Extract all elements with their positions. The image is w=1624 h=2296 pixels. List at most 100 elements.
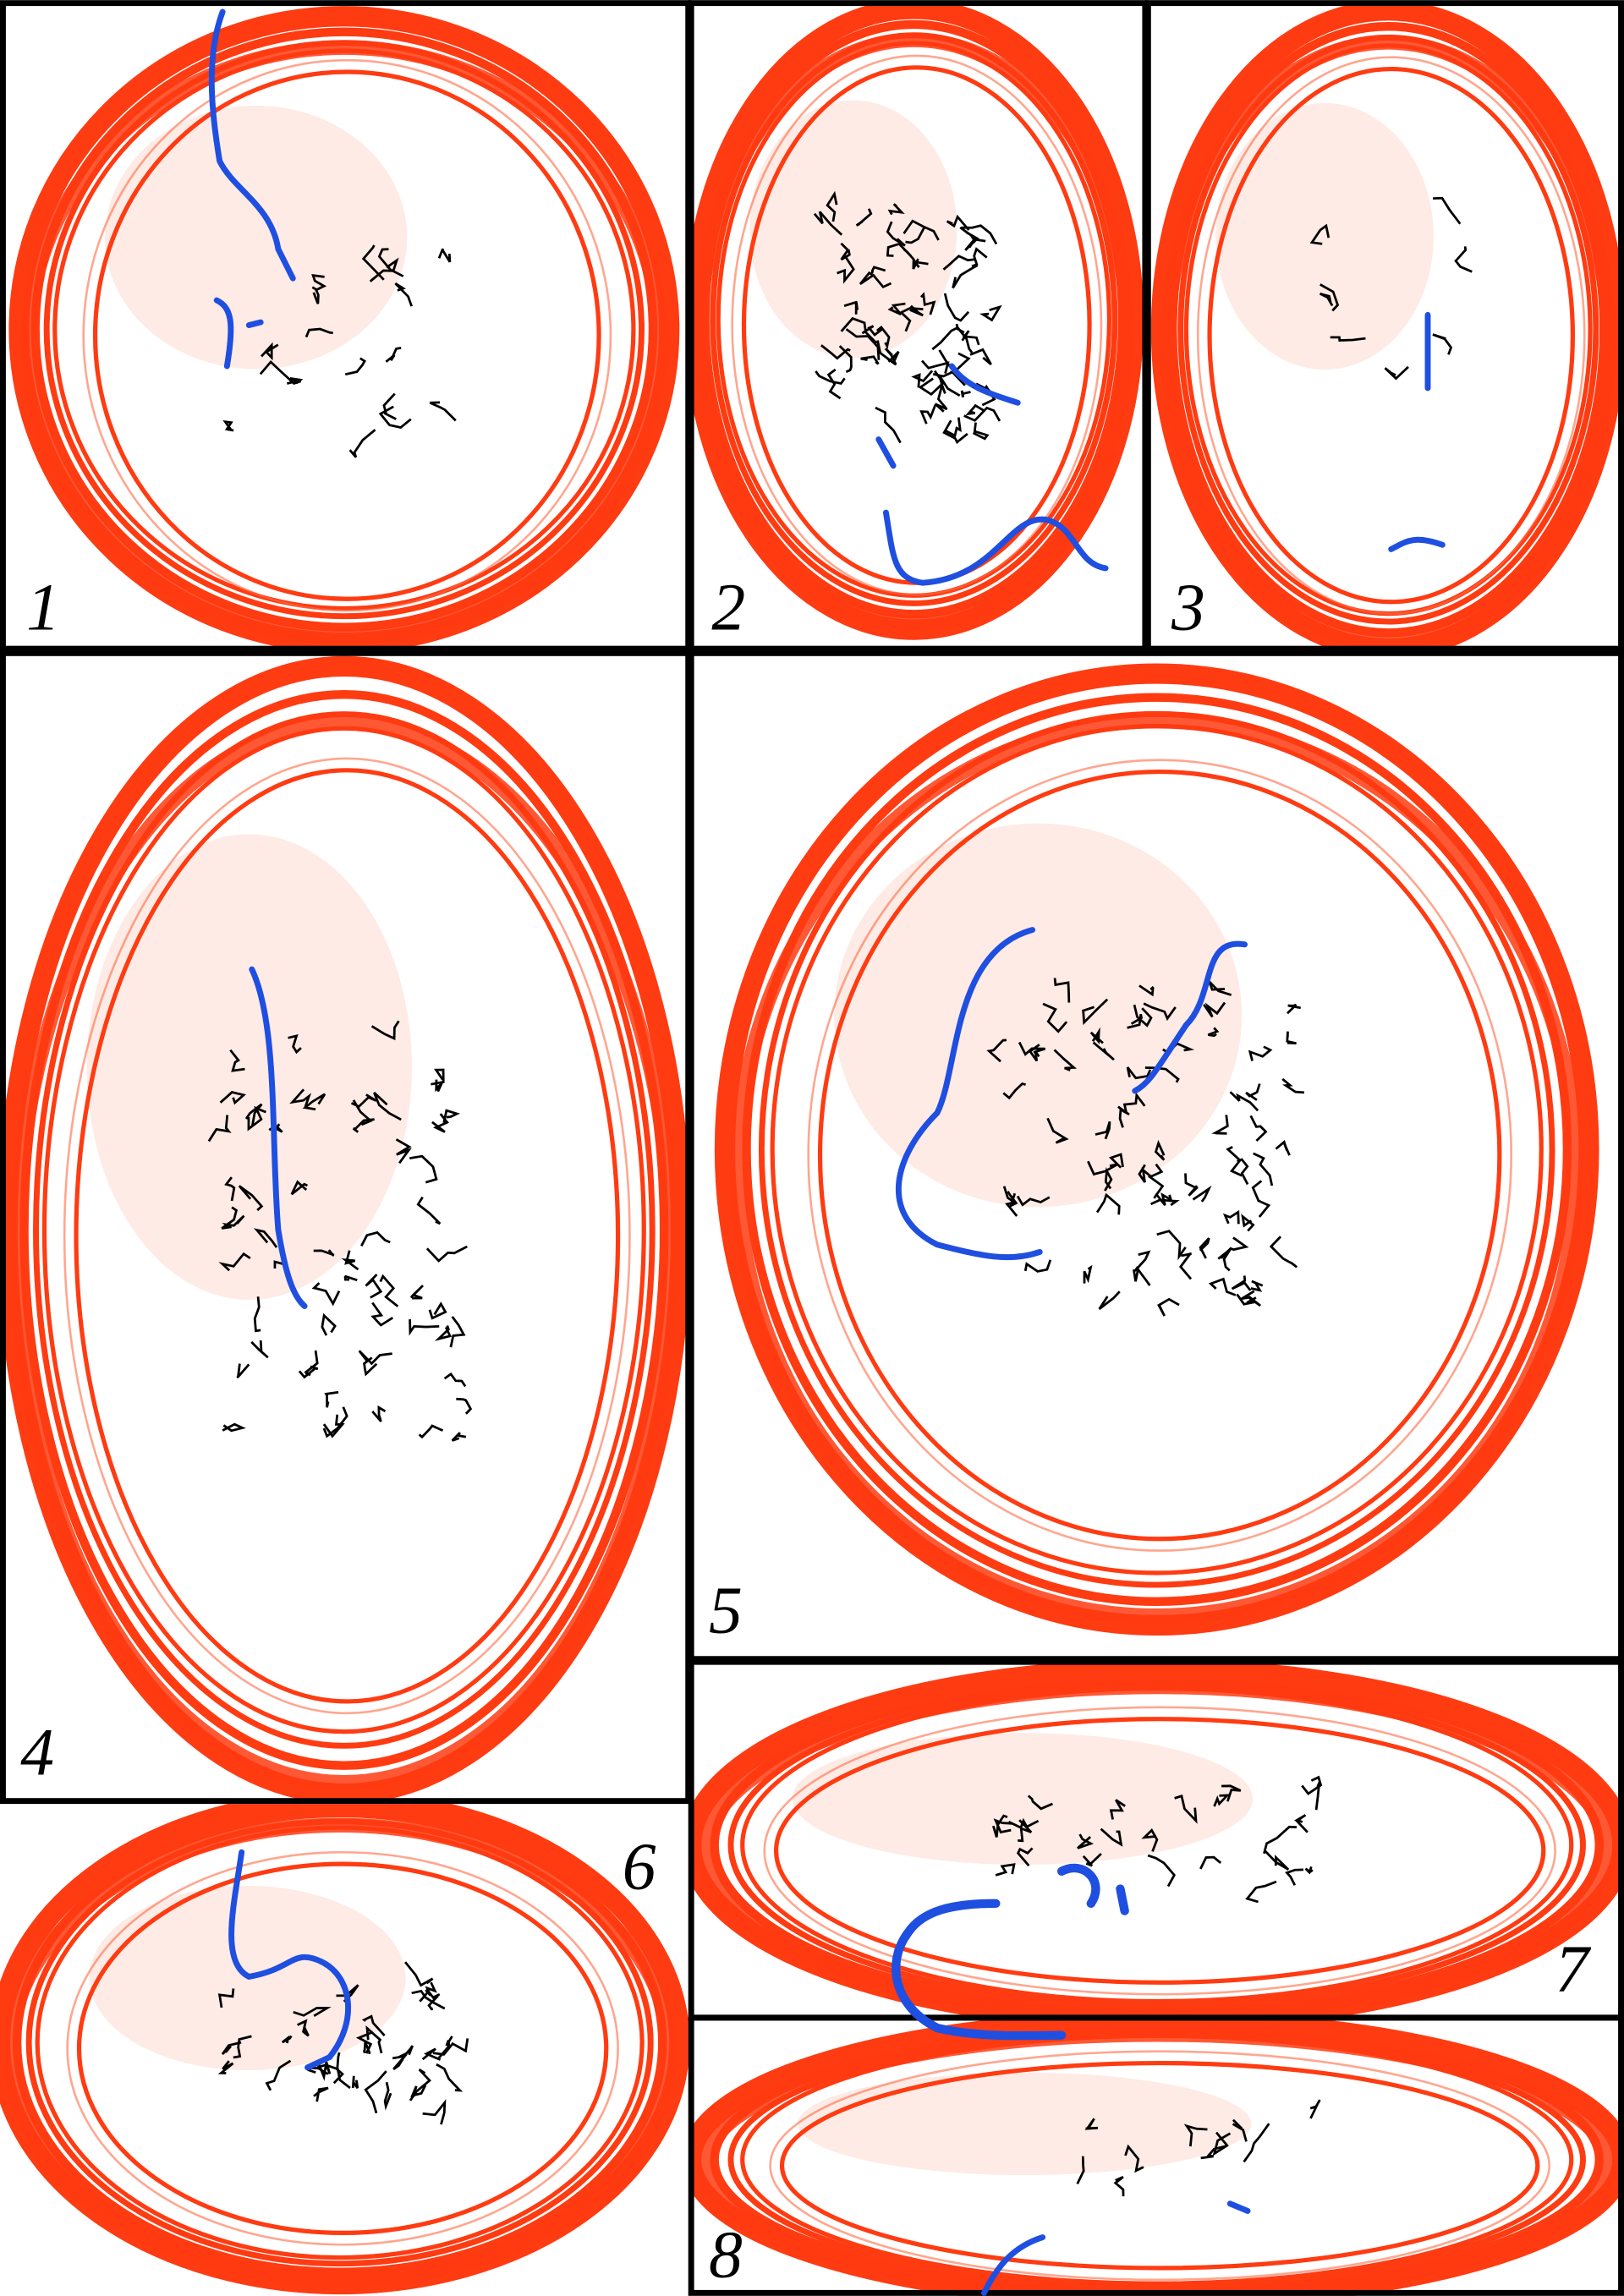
filament <box>1133 1250 1151 1272</box>
filament <box>1156 1230 1187 1261</box>
panel <box>3 655 689 1801</box>
filament <box>361 2014 386 2036</box>
filament <box>1077 1833 1095 1849</box>
ring <box>3 1817 677 2287</box>
filament <box>395 1138 412 1164</box>
filament <box>1319 292 1334 307</box>
filament <box>1132 1266 1151 1286</box>
filament <box>343 1274 358 1282</box>
filament <box>1007 1191 1018 1208</box>
filament <box>1095 1121 1111 1140</box>
filament <box>304 327 333 338</box>
filament <box>434 1325 452 1341</box>
filament <box>1100 1827 1123 1847</box>
filament <box>1432 333 1453 355</box>
filament <box>903 249 919 270</box>
filament <box>1154 1139 1166 1161</box>
panel-label: 3 <box>1171 571 1205 645</box>
filament <box>1433 196 1462 225</box>
filament <box>371 1405 387 1422</box>
filament <box>826 190 838 222</box>
filament <box>1141 1828 1159 1852</box>
filament <box>456 1397 473 1415</box>
filament <box>986 1038 1007 1063</box>
filament <box>344 357 366 376</box>
ring <box>691 2017 1621 2296</box>
filament <box>1304 1866 1314 1875</box>
filament <box>1092 1041 1115 1061</box>
filament <box>244 1103 263 1126</box>
filament <box>418 1424 444 1439</box>
filament <box>971 247 988 268</box>
filament <box>1027 1795 1053 1811</box>
filament <box>1082 1852 1102 1867</box>
filament <box>436 2063 464 2092</box>
ring <box>769 2050 1551 2282</box>
filament <box>1314 1781 1321 1811</box>
filament <box>429 401 457 422</box>
filament <box>886 221 906 247</box>
filament <box>1245 1880 1277 1904</box>
filament <box>1192 1185 1212 1203</box>
filament <box>815 370 846 385</box>
filament <box>425 1981 437 1997</box>
filament <box>843 300 859 315</box>
ring <box>714 663 1599 1636</box>
filament <box>435 1079 443 1093</box>
filament <box>1222 1209 1240 1225</box>
filament <box>1174 1795 1198 1824</box>
filament <box>369 257 399 282</box>
ring <box>698 2027 1616 2296</box>
filament <box>322 1414 345 1438</box>
ring <box>74 768 621 1704</box>
filament <box>422 2099 447 2125</box>
filament <box>293 2007 332 2017</box>
ring <box>731 54 1103 596</box>
filament <box>1053 1049 1078 1071</box>
filament <box>261 342 279 361</box>
filament <box>1089 1027 1104 1044</box>
filament <box>909 304 924 317</box>
filament <box>1023 1259 1052 1273</box>
filament <box>1231 1275 1252 1291</box>
ring <box>730 714 1583 1624</box>
filament <box>1301 1775 1323 1795</box>
filament <box>370 1301 394 1327</box>
filament <box>403 1961 434 1987</box>
filament <box>905 226 926 244</box>
filament <box>1249 1115 1268 1143</box>
filament <box>1018 1819 1033 1843</box>
panel <box>691 2017 1621 2296</box>
filament <box>221 1206 239 1230</box>
filament <box>289 1088 312 1108</box>
ring <box>1160 35 1616 649</box>
inner-haze <box>834 823 1243 1208</box>
filament <box>253 1296 261 1333</box>
filament <box>1178 1252 1193 1280</box>
filament <box>1241 1290 1261 1307</box>
filament <box>222 1214 245 1229</box>
filament <box>1384 365 1409 381</box>
filament <box>840 316 878 344</box>
filament <box>1053 978 1071 1003</box>
filament <box>1150 1198 1180 1207</box>
filament <box>918 370 945 396</box>
filament <box>236 1363 250 1379</box>
filament <box>826 368 842 400</box>
filament <box>224 1176 236 1202</box>
filament <box>425 1245 468 1263</box>
filament <box>253 1228 278 1248</box>
filament <box>379 1274 399 1307</box>
filament <box>411 1989 446 2010</box>
tracks <box>208 8 1446 2296</box>
ring <box>763 1706 1556 1996</box>
filament <box>859 271 892 289</box>
filament <box>1007 1817 1040 1830</box>
filament <box>1016 1847 1034 1867</box>
filament <box>1320 283 1340 312</box>
ring <box>66 1850 619 2246</box>
ring <box>807 759 1512 1552</box>
filament <box>1275 1140 1291 1156</box>
filament <box>377 248 404 277</box>
